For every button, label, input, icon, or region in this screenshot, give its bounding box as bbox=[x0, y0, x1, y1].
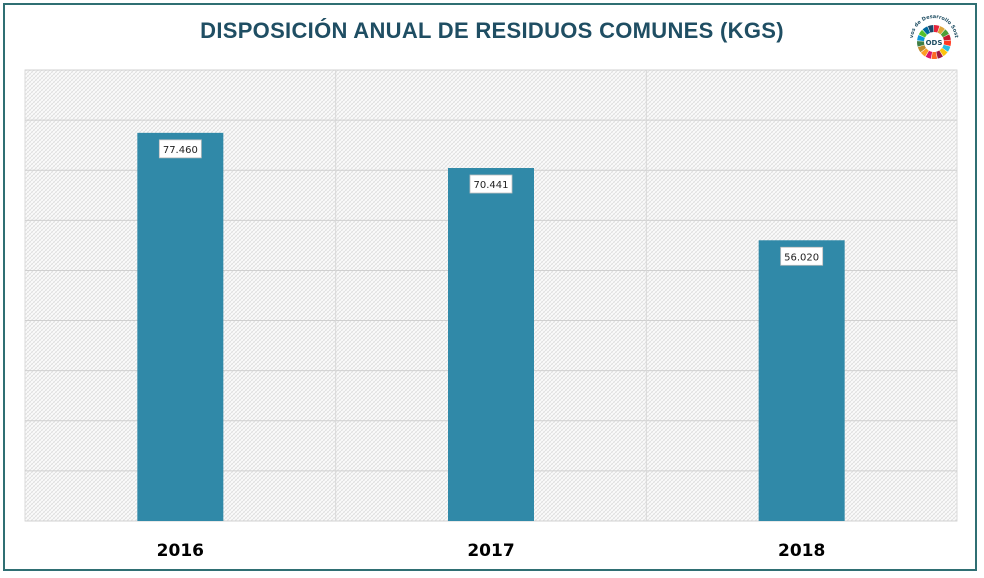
bar-2016 bbox=[137, 132, 224, 521]
sdg-segment bbox=[934, 25, 940, 33]
x-tick-label: 2018 bbox=[778, 541, 825, 561]
sdg-segment bbox=[936, 50, 943, 59]
data-label-box bbox=[158, 139, 202, 159]
sdg-segment bbox=[939, 48, 948, 57]
x-tick-label: 2016 bbox=[157, 541, 204, 561]
sdg-segment bbox=[917, 35, 925, 42]
sdg-segment bbox=[918, 29, 927, 38]
data-labels: 77.460 70.441 56.020 bbox=[158, 139, 824, 266]
vertical-gridlines bbox=[335, 70, 647, 521]
bar-2018 bbox=[758, 240, 845, 521]
sdg-segment bbox=[922, 26, 931, 35]
data-label: 77.460 bbox=[163, 145, 198, 156]
sdg-segment bbox=[937, 26, 945, 35]
sdg-segment bbox=[940, 29, 949, 38]
sdg-segment bbox=[927, 25, 934, 33]
bar-2017 bbox=[448, 168, 534, 521]
sdg-wheel-icon: ODS Objetivos de Desarrollo Sostenible bbox=[904, 8, 959, 59]
logo-label: ODS bbox=[926, 39, 943, 47]
data-label-box bbox=[780, 246, 824, 266]
chart-title: DISPOSICIÓN ANUAL DE RESIDUOS COMUNES (K… bbox=[200, 18, 784, 43]
bars bbox=[137, 132, 845, 521]
sdg-segment bbox=[917, 41, 925, 47]
sdg-segment bbox=[942, 44, 951, 52]
x-axis-ticks: 2016 2017 2018 bbox=[157, 541, 826, 561]
x-tick-label: 2017 bbox=[467, 541, 514, 561]
data-label: 70.441 bbox=[474, 180, 509, 191]
sdg-segment bbox=[917, 45, 927, 53]
data-label-box bbox=[469, 174, 513, 194]
sdg-segment bbox=[943, 40, 951, 46]
sdg-wheel-segments bbox=[917, 25, 951, 59]
data-label: 56.020 bbox=[784, 252, 819, 263]
sdg-segment bbox=[942, 34, 951, 41]
sdg-segment bbox=[920, 48, 929, 57]
sdg-segment bbox=[925, 50, 933, 59]
sdg-wheel-center bbox=[925, 33, 943, 51]
sdg-segment bbox=[931, 51, 938, 59]
